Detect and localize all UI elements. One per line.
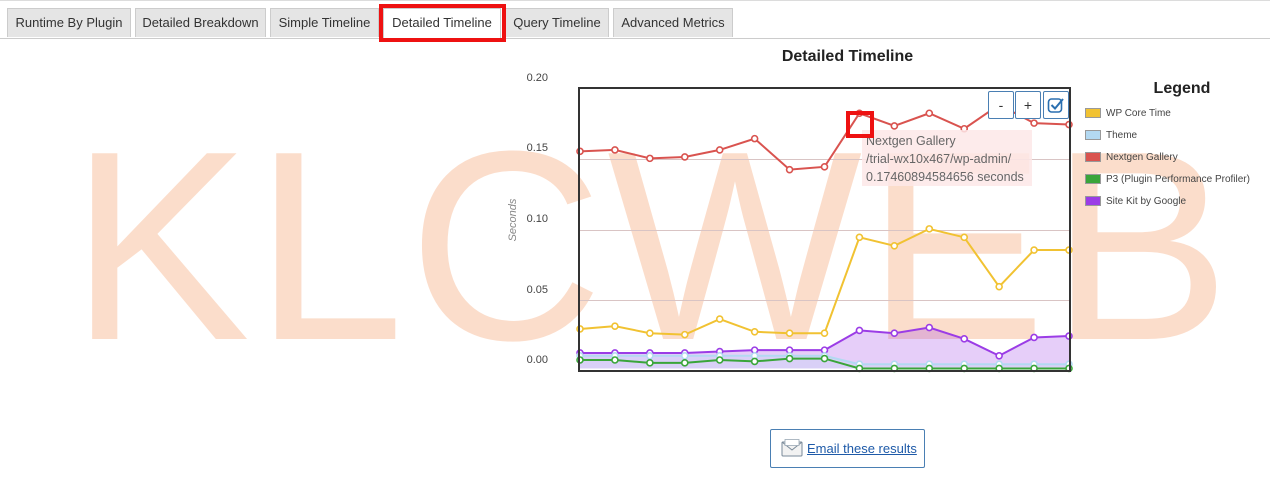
legend-item[interactable]: Site Kit by Google xyxy=(1085,195,1186,209)
data-point[interactable] xyxy=(1030,119,1038,127)
y-tick-label: 0.10 xyxy=(526,213,548,225)
data-point[interactable] xyxy=(785,329,794,338)
tab-detailed-breakdown[interactable]: Detailed Breakdown xyxy=(135,8,266,37)
data-point[interactable] xyxy=(680,153,689,161)
data-point[interactable] xyxy=(995,351,1003,360)
legend-item[interactable]: P3 (Plugin Performance Profiler) xyxy=(1085,173,1250,187)
tab-query-timeline[interactable]: Query Timeline xyxy=(505,8,609,37)
series-area xyxy=(580,327,1069,369)
data-point[interactable] xyxy=(925,225,934,233)
tooltip-url: /trial-wx10x467/wp-admin/ xyxy=(866,152,1012,166)
data-point[interactable] xyxy=(995,282,1003,291)
legend-label: P3 (Plugin Performance Profiler) xyxy=(1106,174,1250,185)
data-point[interactable] xyxy=(890,329,899,338)
tooltip-value: 0.17460894584656 seconds xyxy=(866,170,1024,184)
tab-detailed-timeline[interactable]: Detailed Timeline xyxy=(383,8,501,38)
data-point[interactable] xyxy=(890,241,899,250)
legend-swatch xyxy=(1085,196,1101,207)
y-tick-label: 0.15 xyxy=(526,142,548,154)
tab-advanced-metrics[interactable]: Advanced Metrics xyxy=(613,8,733,37)
data-point[interactable] xyxy=(785,354,794,363)
tab-simple-timeline[interactable]: Simple Timeline xyxy=(270,8,379,37)
data-point[interactable] xyxy=(680,351,689,360)
data-point[interactable] xyxy=(715,356,724,364)
legend-title: Legend xyxy=(1153,80,1211,97)
y-tick-label: 0.05 xyxy=(526,284,548,296)
email-results-button[interactable]: Email these results xyxy=(770,429,925,468)
data-point[interactable] xyxy=(785,165,794,174)
legend-label: WP Core Time xyxy=(1106,108,1171,119)
data-point[interactable] xyxy=(855,233,864,242)
legend-item[interactable]: Theme xyxy=(1085,129,1137,143)
y-tick-label: 0.20 xyxy=(526,72,548,84)
data-point[interactable] xyxy=(646,329,654,338)
envelope-icon xyxy=(781,439,803,457)
legend-label: Theme xyxy=(1106,130,1138,141)
data-point[interactable] xyxy=(925,323,934,332)
data-point[interactable] xyxy=(646,154,654,163)
active-tab-highlight xyxy=(379,4,506,42)
hovered-point-highlight xyxy=(846,111,874,138)
gridline xyxy=(580,159,1069,160)
legend-label: Site Kit by Google xyxy=(1106,196,1187,207)
data-point[interactable] xyxy=(646,359,654,367)
data-point[interactable] xyxy=(855,326,864,335)
data-point[interactable] xyxy=(715,146,724,154)
data-point[interactable] xyxy=(680,330,689,339)
gridline xyxy=(580,230,1069,231)
y-tick-label: 0.00 xyxy=(526,354,548,366)
email-results-label: Email these results xyxy=(807,441,917,456)
data-point[interactable] xyxy=(646,351,654,360)
data-tooltip: Nextgen Gallery /trial-wx10x467/wp-admin… xyxy=(862,130,1032,186)
data-point[interactable] xyxy=(715,315,724,323)
data-point[interactable] xyxy=(925,109,934,118)
legend-swatch xyxy=(1085,130,1101,141)
legend-swatch xyxy=(1085,108,1101,119)
data-point[interactable] xyxy=(890,122,899,130)
zoom-out-button[interactable]: - xyxy=(988,91,1014,119)
data-point[interactable] xyxy=(820,354,829,363)
data-point[interactable] xyxy=(611,146,619,154)
tooltip-series: Nextgen Gallery xyxy=(866,134,956,148)
data-point[interactable] xyxy=(820,329,829,338)
legend-item[interactable]: WP Core Time xyxy=(1085,107,1171,121)
data-point[interactable] xyxy=(960,233,969,242)
legend-item[interactable]: Nextgen Gallery xyxy=(1085,151,1178,165)
data-point[interactable] xyxy=(1030,333,1038,342)
tab-bar: Runtime By Plugin Detailed Breakdown Sim… xyxy=(0,0,1270,39)
legend-swatch xyxy=(1085,174,1101,185)
data-point[interactable] xyxy=(611,356,619,364)
data-point[interactable] xyxy=(1030,246,1038,254)
legend-swatch xyxy=(1085,152,1101,163)
data-point[interactable] xyxy=(960,335,969,343)
legend-label: Nextgen Gallery xyxy=(1106,152,1178,163)
data-point[interactable] xyxy=(750,134,759,143)
data-point[interactable] xyxy=(750,357,759,366)
plot-area[interactable] xyxy=(578,87,1071,372)
data-point[interactable] xyxy=(820,163,829,171)
data-point[interactable] xyxy=(611,322,619,330)
data-point[interactable] xyxy=(750,327,759,336)
zoom-reset-button[interactable] xyxy=(1043,91,1069,119)
tab-runtime-by-plugin[interactable]: Runtime By Plugin xyxy=(7,8,131,37)
gridline xyxy=(580,300,1069,301)
data-point[interactable] xyxy=(680,359,689,367)
zoom-in-button[interactable]: + xyxy=(1015,91,1041,119)
checkbox-icon xyxy=(1047,98,1064,113)
chart-title: Detailed Timeline xyxy=(781,48,914,65)
